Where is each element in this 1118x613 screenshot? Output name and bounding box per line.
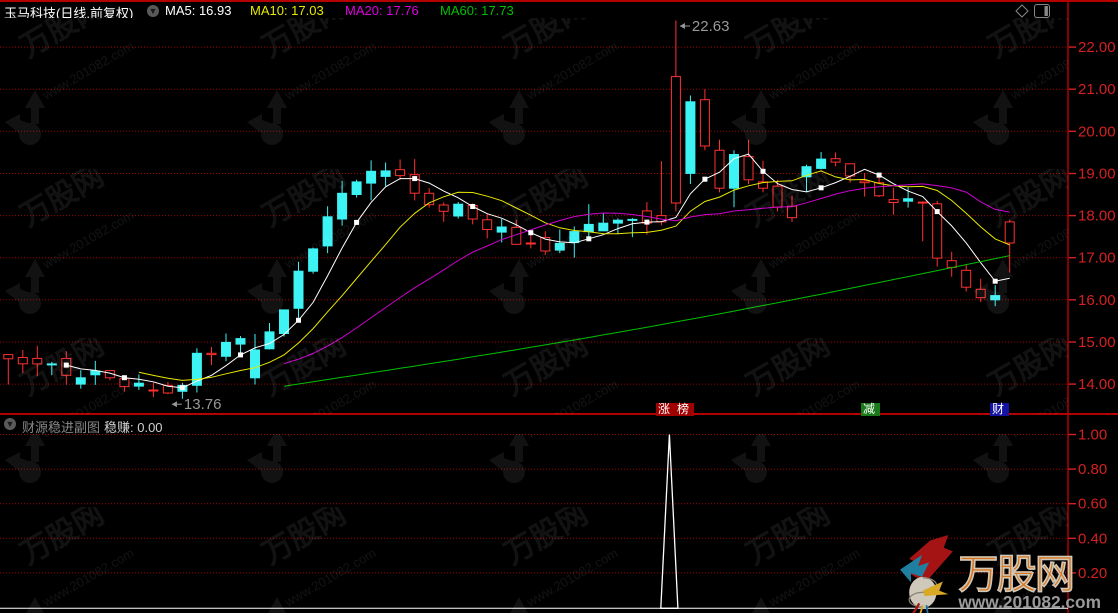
- svg-text:万股网: 万股网: [958, 553, 1073, 597]
- svg-text:www.201082.com: www.201082.com: [957, 592, 1101, 612]
